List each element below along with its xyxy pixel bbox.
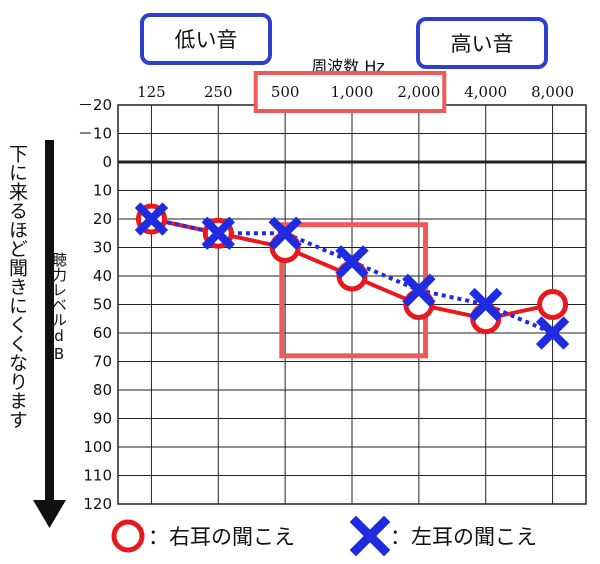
y-tick-label: 120	[83, 495, 112, 513]
y-tick-label: 10	[93, 182, 112, 200]
y-tick-label: 80	[93, 381, 112, 399]
legend-x-icon	[350, 516, 390, 556]
x-tick-label: 4,000	[464, 83, 507, 101]
legend-right-label: ：右耳の聞こえ	[148, 525, 295, 549]
point-left-ear	[402, 273, 436, 307]
x-tick-label-highlight: 1,000	[331, 83, 374, 101]
point-left-ear	[134, 202, 169, 236]
low-tone-label: 低い音	[140, 13, 272, 65]
y-tick-label: 110	[83, 467, 112, 485]
point-left-ear	[201, 216, 235, 250]
point-left-ear	[469, 287, 503, 322]
down-arrow-shaft	[45, 140, 54, 502]
point-left-ear	[268, 216, 302, 250]
y-tick-label: 60	[93, 324, 112, 342]
y-tick-label: 100	[83, 438, 112, 456]
x-tick-label: 125	[137, 83, 166, 101]
highlight-box-plot	[279, 222, 429, 359]
arrow-caption: 下に来るほど聞きにくくなります	[6, 144, 28, 429]
x-tick-label: 250	[204, 83, 233, 101]
y-tick-label: 40	[93, 267, 112, 285]
y-tick-label: 30	[93, 239, 112, 257]
x-tick-label-highlight: 500	[271, 83, 300, 101]
y-tick-label: 0	[102, 153, 112, 171]
y-tick-label: －10	[78, 125, 112, 143]
y-tick-label: 50	[93, 296, 112, 314]
y-tick-label: 70	[93, 353, 112, 371]
y-tick-label: －20	[78, 96, 112, 114]
highlight-box-labels	[253, 71, 447, 113]
high-tone-label: 高い音	[416, 17, 548, 69]
y-axis-title: 聴力レベルdB	[50, 252, 68, 363]
legend-left-ear: ：左耳の聞こえ	[350, 516, 537, 556]
point-left-ear	[535, 316, 570, 350]
legend-left-label: ：左耳の聞こえ	[390, 525, 537, 549]
down-arrow-head-icon	[33, 500, 66, 528]
x-tick-label: 8,000	[531, 83, 574, 101]
y-tick-label: 90	[93, 410, 112, 428]
y-tick-label: 20	[93, 210, 112, 228]
x-tick-label-highlight: 2,000	[397, 83, 440, 101]
legend-circle-icon	[111, 519, 145, 553]
legend-right-ear: ：右耳の聞こえ	[108, 516, 295, 556]
point-left-ear	[335, 245, 369, 279]
point-right-ear	[537, 289, 569, 320]
